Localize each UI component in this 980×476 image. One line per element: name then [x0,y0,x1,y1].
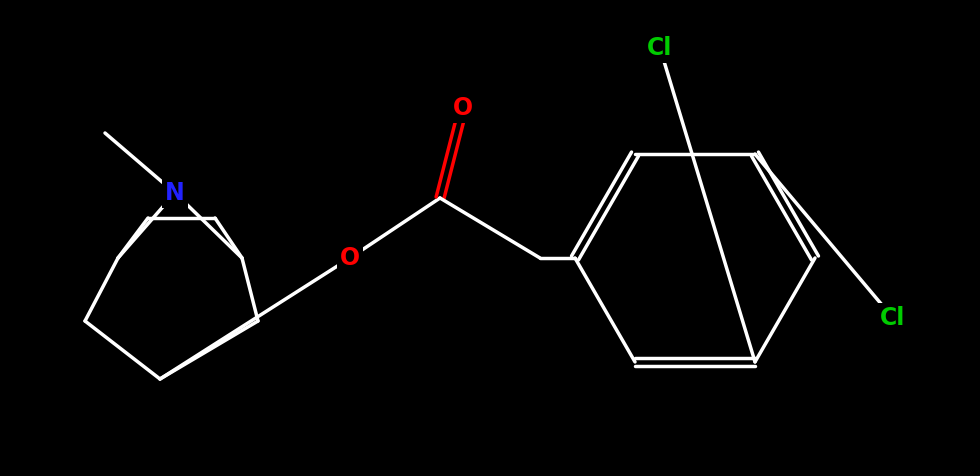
Text: Cl: Cl [648,36,672,60]
Text: Cl: Cl [880,306,906,330]
Text: N: N [165,181,185,205]
Text: O: O [340,246,360,270]
Text: O: O [453,96,473,120]
